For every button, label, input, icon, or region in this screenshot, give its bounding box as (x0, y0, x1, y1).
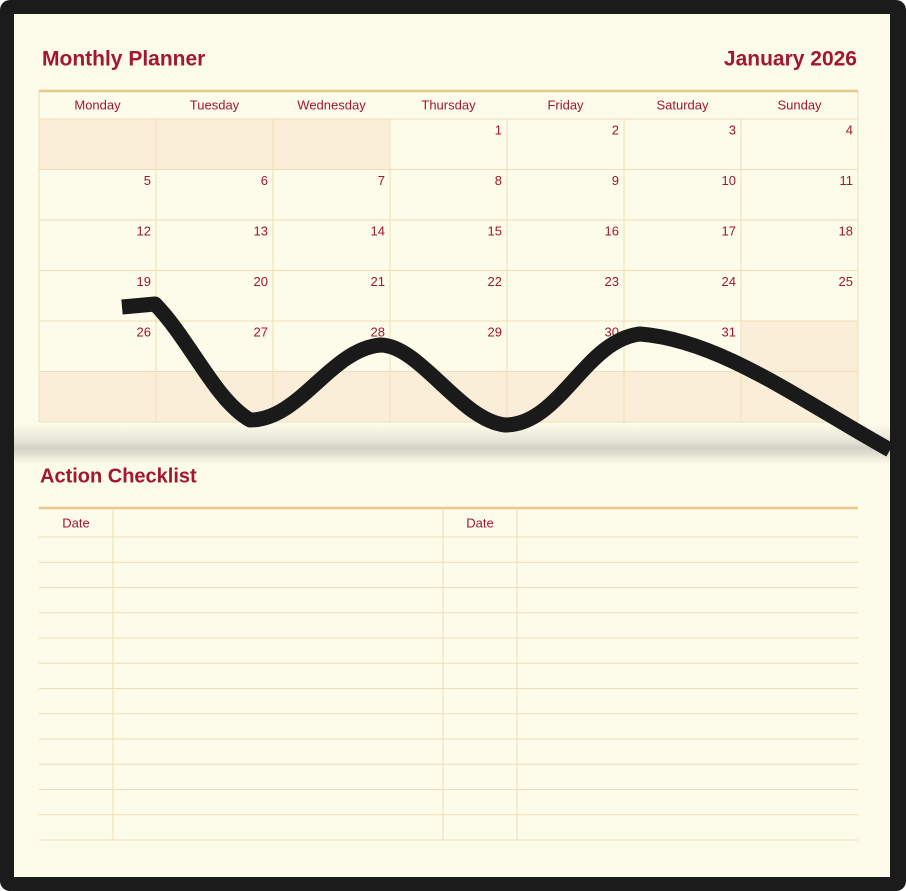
day-number: 26 (137, 324, 151, 339)
weekday: Sunday (777, 97, 822, 112)
title: Monthly Planner (42, 48, 205, 71)
day-number: 28 (371, 324, 385, 339)
day-number: 27 (254, 324, 268, 339)
day-cell (39, 119, 156, 170)
day-cell (624, 371, 741, 422)
day-number: 5 (144, 173, 151, 188)
day-number: 12 (137, 223, 151, 238)
day-number: 2 (612, 122, 619, 137)
day-number: 19 (137, 274, 151, 289)
day-number: 9 (612, 173, 619, 188)
weekday: Monday (74, 97, 121, 112)
column-header: Date (62, 515, 89, 530)
day-number: 25 (839, 274, 853, 289)
weekday: Wednesday (297, 97, 366, 112)
day-number: 20 (254, 274, 268, 289)
column-header: Date (466, 515, 493, 530)
day-number: 6 (261, 173, 268, 188)
day-number: 22 (488, 274, 502, 289)
day-number: 24 (722, 274, 736, 289)
day-cell (39, 371, 156, 422)
day-number: 15 (488, 223, 502, 238)
day-number: 29 (488, 324, 502, 339)
day-number: 17 (722, 223, 736, 238)
weekday: Thursday (421, 97, 476, 112)
weekday: Friday (547, 97, 584, 112)
day-number: 31 (722, 324, 736, 339)
day-number: 23 (605, 274, 619, 289)
day-number: 4 (846, 122, 853, 137)
day-cell (273, 119, 390, 170)
day-number: 10 (722, 173, 736, 188)
weekday: Saturday (656, 97, 709, 112)
day-number: 11 (840, 173, 854, 188)
day-number: 3 (729, 122, 736, 137)
day-number: 7 (378, 173, 385, 188)
day-number: 14 (371, 223, 385, 238)
month: January 2026 (724, 48, 857, 71)
day-cell (156, 119, 273, 170)
day-number: 21 (371, 274, 385, 289)
checklist-title: Action Checklist (40, 465, 197, 487)
weekday: Tuesday (190, 97, 240, 112)
ribbon-bookmark (121, 296, 894, 457)
checklist: Date Date (39, 506, 858, 841)
day-number: 16 (605, 223, 619, 238)
day-cell (741, 321, 858, 372)
day-number: 18 (839, 223, 853, 238)
day-number: 13 (254, 223, 268, 238)
page-fold (14, 424, 890, 464)
day-number: 8 (495, 173, 502, 188)
day-number: 1 (495, 122, 502, 137)
